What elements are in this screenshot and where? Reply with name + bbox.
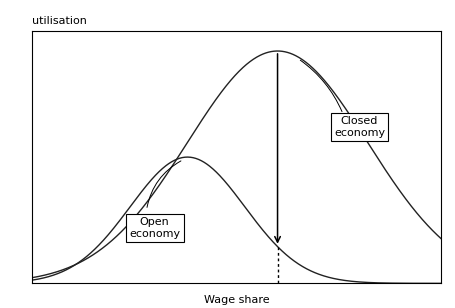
Text: Wage share: Wage share: [204, 295, 269, 305]
Text: Closed
economy: Closed economy: [334, 116, 385, 138]
Text: Open
economy: Open economy: [129, 217, 180, 239]
Text: utilisation: utilisation: [32, 16, 87, 26]
